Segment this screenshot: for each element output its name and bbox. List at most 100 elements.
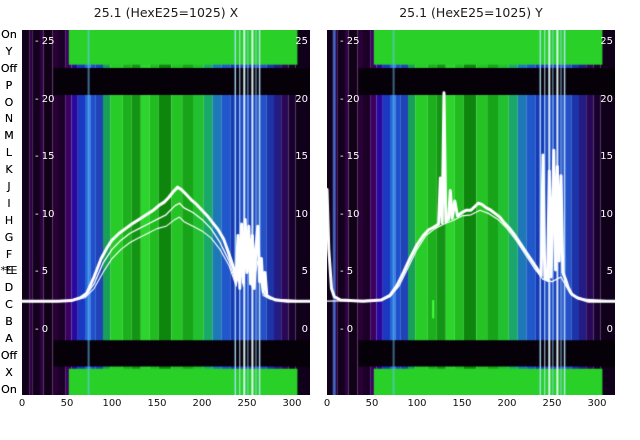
side-label-text: On: [1, 28, 17, 41]
y-tick-label: - 10: [340, 208, 360, 220]
side-label-off-19: Off: [1, 350, 17, 361]
x-tick-label: 250: [237, 398, 257, 409]
side-label-x-20: X: [5, 367, 13, 378]
side-label-text: D: [4, 281, 14, 295]
side-label-text: H: [4, 213, 14, 227]
x-tick-label: 0: [18, 398, 26, 409]
side-label-h-11: H: [5, 215, 13, 226]
y-tick-label: - 25: [35, 36, 55, 47]
y-tick-label: - 5: [340, 266, 354, 278]
side-label-text: Y: [5, 44, 13, 58]
x-tick-label: 300: [282, 398, 302, 409]
y-tick-label-right: 10: [600, 208, 613, 220]
y-tick-label-right: 20: [295, 93, 308, 105]
side-label-o-4: O: [5, 97, 14, 108]
side-label-m-6: M: [4, 130, 14, 141]
side-label-a-18: A: [5, 333, 13, 344]
side-label-text: P: [5, 78, 13, 92]
side-label-text: Off: [0, 348, 18, 362]
y-tick-label-right: 0: [606, 323, 613, 335]
x-tick-label: 250: [542, 398, 562, 409]
side-label-text: D: [4, 281, 14, 295]
side-label-text: F: [5, 247, 13, 261]
x-tick-label: 100: [407, 398, 427, 409]
side-label-off-19: Off: [1, 350, 17, 361]
x-tick-label: 200: [497, 398, 517, 409]
x-tick-label: 150: [452, 398, 472, 409]
y-tick-label-right: 5: [606, 266, 613, 278]
side-label-a-18: A: [5, 333, 13, 344]
side-label-l-7: L: [6, 147, 12, 158]
side-label-k-8: K: [5, 164, 12, 175]
side-label-e-14: ** E: [1, 265, 18, 276]
side-label-text: E: [10, 264, 18, 278]
side-label-c-16: C: [5, 299, 13, 310]
y-tick-label-right: 0: [301, 323, 308, 335]
plot-x: - 25 25 - 20 20 - 15 15 - 10 10 - 5 5 - 0 0: [22, 30, 310, 395]
y-tick-label: - 15: [35, 151, 55, 163]
heatmap-x-canvas: [22, 30, 310, 395]
side-label-text: On: [1, 382, 17, 396]
y-tick-label: - 0: [340, 323, 354, 335]
side-label-o-4: O: [5, 97, 14, 108]
side-label-text: A: [5, 332, 13, 346]
y-tick-label-right: 25: [600, 36, 613, 47]
side-label-text: On: [1, 382, 17, 396]
y-tick-label: - 25: [340, 36, 360, 47]
side-label-p-3: P: [6, 80, 13, 91]
side-label-text: G: [4, 230, 14, 244]
y-tick-label-right: 10: [295, 208, 308, 220]
selected-row-marker: **: [0, 264, 11, 278]
side-label-text: O: [4, 95, 14, 109]
y-tick-label-right: 20: [600, 93, 613, 105]
side-label-i-10: I: [7, 198, 10, 209]
element-labels-right: On Y Off P O N M L K J I H G F E D C B A Off X On: [0, 29, 18, 395]
side-label-text: G: [4, 230, 14, 244]
side-label-text: F: [5, 247, 13, 261]
side-label-text: E: [5, 264, 13, 278]
side-label-i-10: I: [7, 198, 10, 209]
side-label-j-9: J: [7, 181, 10, 192]
side-label-y-1: Y: [6, 46, 13, 57]
y-tick-label-right: 25: [295, 36, 308, 47]
side-label-n-5: N: [5, 113, 13, 124]
side-label-text: A: [5, 332, 13, 346]
side-label-k-8: K: [5, 164, 12, 175]
side-label-on-21: On: [1, 384, 17, 395]
side-label-text: H: [4, 213, 14, 227]
x-tick-label: 50: [365, 398, 379, 409]
side-label-n-5: N: [5, 113, 13, 124]
side-label-text: I: [7, 196, 11, 210]
side-label-text: K: [5, 163, 13, 177]
side-label-l-7: L: [6, 147, 12, 158]
side-label-c-16: C: [5, 299, 13, 310]
side-label-x-20: X: [5, 367, 13, 378]
side-label-text: N: [4, 112, 14, 126]
side-label-j-9: J: [7, 181, 10, 192]
side-label-f-13: F: [6, 249, 12, 260]
side-label-h-11: H: [5, 215, 13, 226]
y-tick-label-right: 15: [600, 151, 613, 163]
side-label-on-0: On: [1, 29, 17, 40]
side-label-m-6: M: [4, 130, 14, 141]
side-label-g-12: G: [5, 232, 14, 243]
side-label-text: On: [1, 28, 17, 41]
x-tick-label: 0: [323, 398, 331, 409]
side-label-text: C: [5, 298, 13, 312]
y-tick-label: - 10: [35, 208, 55, 220]
y-tick-label-right: 5: [301, 266, 308, 278]
x-tick-label: 50: [60, 398, 74, 409]
y-tick-label-right: 15: [295, 151, 308, 163]
side-label-off-2: Off: [1, 63, 17, 74]
side-label-text: Off: [0, 61, 18, 75]
side-label-on-21: On: [1, 384, 17, 395]
side-label-text: M: [4, 129, 14, 143]
side-label-b-17: B: [5, 316, 13, 327]
x-axis-x: 0 50 100 150 200 250 300: [18, 398, 310, 413]
side-label-text: Off: [0, 61, 18, 75]
side-label-text: J: [7, 180, 11, 194]
side-label-text: P: [5, 78, 13, 92]
x-tick-label: 150: [147, 398, 167, 409]
side-label-text: N: [4, 112, 14, 126]
